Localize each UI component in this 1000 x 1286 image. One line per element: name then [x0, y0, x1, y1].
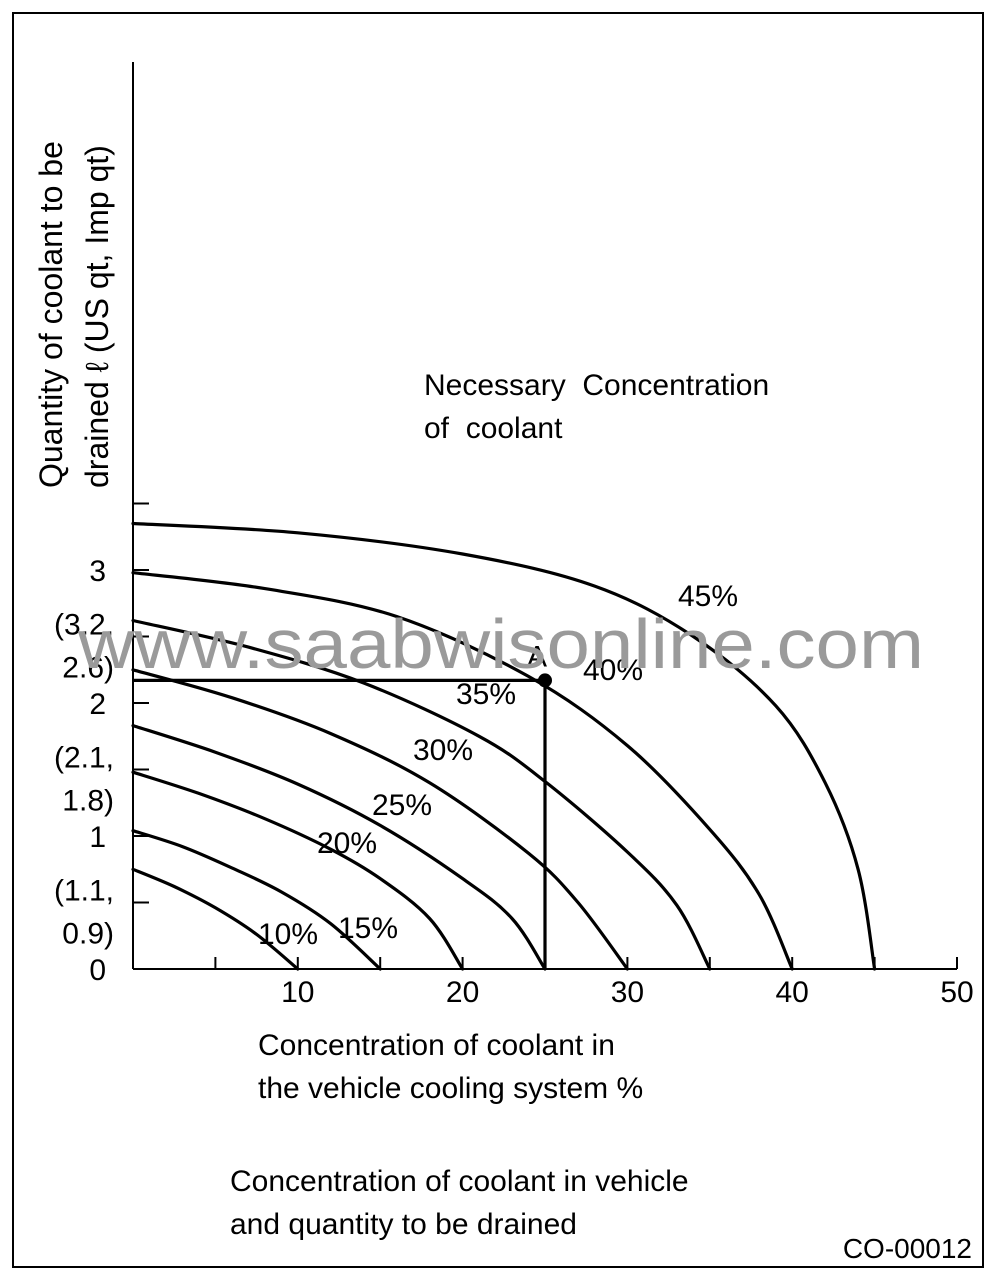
- y-secondary-label: (2.1,: [54, 742, 114, 775]
- x-tick-label: 50: [940, 976, 973, 1009]
- series-label-30pct: 30%: [413, 734, 473, 767]
- series-label-40pct: 40%: [583, 654, 643, 687]
- curve-15pct: [131, 829, 382, 971]
- y-axis-label-line1: Quantity of coolant to be: [33, 141, 69, 488]
- legend-title-line2: of coolant: [424, 412, 563, 445]
- y-tick-label: 1: [89, 821, 106, 854]
- reference-point-label: A: [527, 640, 547, 673]
- figure-id: CO-00012: [843, 1233, 972, 1264]
- x-tick-label: 20: [446, 976, 479, 1009]
- reference-point-a: [538, 673, 552, 688]
- series-label-35pct: 35%: [456, 678, 516, 711]
- x-tick-label: 40: [776, 976, 809, 1009]
- series-label-25pct: 25%: [372, 789, 432, 822]
- caption-line2: and quantity to be drained: [230, 1208, 577, 1241]
- y-secondary-label: 1.8): [62, 785, 114, 818]
- y-secondary-label: (3.2,: [54, 609, 114, 642]
- series-label-20pct: 20%: [317, 827, 377, 860]
- chart-labels: 10 20 30 40 50 0 1 2 3 (1.1, 0.9) (2.1, 1.8) (3.2, 2.6…: [54, 555, 974, 1009]
- x-axis-label-line2: the vehicle cooling system %: [258, 1072, 643, 1105]
- curve-40pct: [131, 571, 794, 971]
- y-tick-label: 3: [89, 555, 106, 588]
- legend-title-line1: Necessary Concentration: [424, 369, 769, 402]
- x-axis-label-line1: Concentration of coolant in: [258, 1029, 615, 1062]
- series-label-45pct: 45%: [678, 580, 738, 613]
- curve-30pct: [131, 668, 629, 971]
- curve-45pct: [131, 521, 877, 971]
- watermark: www.saabwisonline.com: [77, 605, 924, 683]
- figure-frame: [12, 12, 984, 1268]
- series-label-15pct: 15%: [338, 912, 398, 945]
- y-axis-label-line2: drained ℓ (US qt, Imp qt): [79, 145, 115, 488]
- caption-line1: Concentration of coolant in vehicle: [230, 1165, 689, 1198]
- curve-35pct: [131, 618, 712, 971]
- curve-10pct: [131, 867, 300, 971]
- x-tick-label: 30: [611, 976, 644, 1009]
- series-label-10pct: 10%: [258, 918, 318, 951]
- chart-axes: [132, 62, 958, 970]
- y-tick-label: 2: [89, 688, 106, 721]
- y-tick-label: 0: [89, 954, 106, 987]
- x-tick-label: 10: [281, 976, 314, 1009]
- reference-point-group: [133, 673, 552, 969]
- curve-25pct: [131, 724, 547, 971]
- concentration-curves: [131, 521, 877, 971]
- y-secondary-label: 0.9): [62, 918, 114, 951]
- y-secondary-label: 2.6): [62, 652, 114, 685]
- y-secondary-label: (1.1,: [54, 875, 114, 908]
- curve-20pct: [131, 770, 465, 971]
